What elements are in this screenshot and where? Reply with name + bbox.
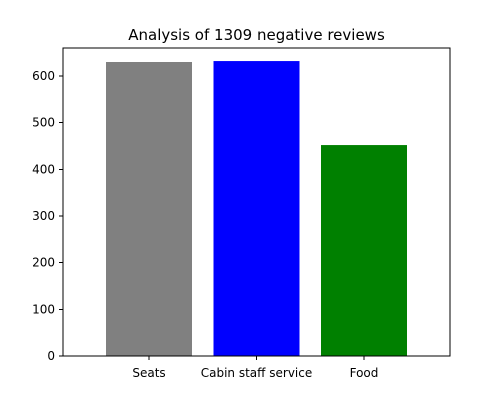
x-tick-label: Seats <box>132 366 165 380</box>
bar-cabin-staff-service <box>213 61 300 357</box>
chart-title: Analysis of 1309 negative reviews <box>128 26 385 44</box>
x-tick-label: Food <box>350 366 379 380</box>
y-tick-label: 100 <box>32 302 55 316</box>
bars <box>106 61 407 357</box>
y-tick-label: 600 <box>32 69 55 83</box>
x-tick-label: Cabin staff service <box>201 366 312 380</box>
y-tick-label: 300 <box>32 209 55 223</box>
y-tick-label: 0 <box>47 349 55 363</box>
y-tick-label: 200 <box>32 256 55 270</box>
y-tick-label: 400 <box>32 162 55 176</box>
x-axis: Seats Cabin staff service Food <box>132 356 378 380</box>
plot-area <box>62 47 451 357</box>
y-tick-label: 500 <box>32 116 55 130</box>
y-axis: 0 100 200 300 400 500 600 <box>32 69 63 363</box>
bar-seats <box>106 62 192 356</box>
bar-food <box>321 145 407 356</box>
